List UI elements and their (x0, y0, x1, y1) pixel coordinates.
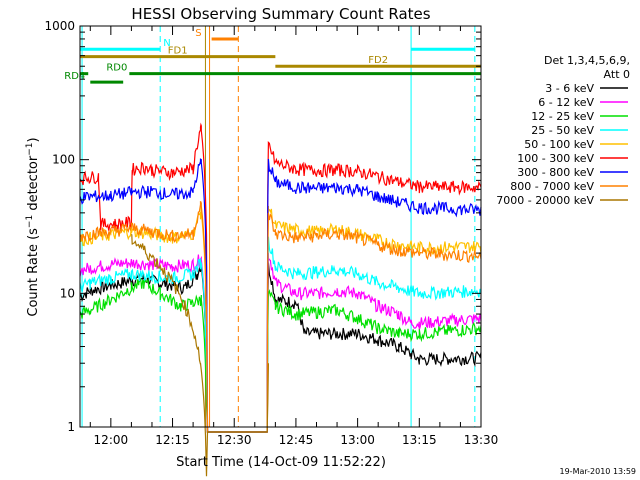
series-line-7000-20000-kev (130, 233, 269, 477)
y-axis-ticks: 1 10 100 1000 (44, 19, 481, 434)
legend-item-12-25-kev: 12 - 25 keV (531, 110, 628, 123)
legend-label: 100 - 300 keV (517, 152, 594, 165)
x-axis-label: Start Time (14-Oct-09 11:52:22) (176, 455, 386, 470)
state-bar-label: RD4 (64, 71, 85, 82)
chart-title: HESSI Observing Summary Count Rates (131, 5, 430, 23)
state-bar-label: FD1 (168, 46, 188, 57)
x-tick-label: 12:00 (94, 433, 129, 447)
y-tick-label: 1000 (44, 19, 75, 33)
y-axis-label: Count Rate (s−1 detector−1) (25, 137, 41, 316)
x-axis-ticks: 12:00 12:15 12:30 12:45 13:00 13:15 13:30 (89, 26, 499, 447)
legend-label: 6 - 12 keV (538, 96, 594, 109)
legend-label: 300 - 800 keV (517, 166, 594, 179)
legend-item-300-800-kev: 300 - 800 keV (517, 166, 628, 179)
legend-item-3-6-kev: 3 - 6 keV (545, 82, 628, 95)
series-lines (79, 122, 482, 477)
legend-item-7000-20000-kev: 7000 - 20000 keV (496, 194, 628, 207)
legend-label: 50 - 100 keV (524, 138, 594, 151)
legend-item-6-12-kev: 6 - 12 keV (538, 96, 628, 109)
x-tick-label: 13:00 (340, 433, 375, 447)
x-tick-label: 13:30 (464, 433, 499, 447)
plot-frame (79, 25, 482, 428)
state-bar-label: S (195, 28, 201, 39)
legend-item-100-300-kev: 100 - 300 keV (517, 152, 628, 165)
series-line-25-50-kev (79, 236, 482, 433)
x-tick-label: 12:30 (217, 433, 252, 447)
series-line-12-25-kev (79, 277, 482, 433)
legend-item-800-7000-kev: 800 - 7000 keV (510, 180, 628, 193)
x-tick-label: 12:45 (279, 433, 314, 447)
y-tick-label: 100 (52, 153, 75, 167)
y-tick-label: 1 (67, 420, 75, 434)
state-bar-label: FD2 (368, 55, 388, 66)
legend-item-25-50-kev: 25 - 50 keV (531, 124, 628, 137)
legend-label: 7000 - 20000 keV (496, 194, 594, 207)
y-tick-label: 10 (60, 286, 75, 300)
legend-header-line-2: Att 0 (604, 68, 630, 81)
legend-header-line-1: Det 1,3,4,5,6,9, (544, 54, 630, 67)
series-line-6-12-kev (79, 253, 482, 433)
series-line-50-100-kev (79, 205, 482, 433)
series-line-800-7000-kev (79, 201, 482, 433)
x-tick-label: 13:15 (402, 433, 437, 447)
x-tick-label: 12:15 (155, 433, 190, 447)
state-bar-label: RD0 (106, 63, 127, 74)
state-bars: N S FD1 FD2 RD0 RD4 (64, 28, 481, 84)
legend-label: 800 - 7000 keV (510, 180, 594, 193)
legend-label: 3 - 6 keV (545, 82, 594, 95)
legend-label: 12 - 25 keV (531, 110, 594, 123)
footer-timestamp: 19-Mar-2010 13:59 (560, 467, 637, 476)
state-bar-label: N (163, 38, 170, 49)
series-line-300-800-kev (79, 158, 482, 433)
legend-item-50-100-kev: 50 - 100 keV (524, 138, 628, 151)
series-line-100-300-kev (79, 122, 482, 433)
legend-label: 25 - 50 keV (531, 124, 594, 137)
